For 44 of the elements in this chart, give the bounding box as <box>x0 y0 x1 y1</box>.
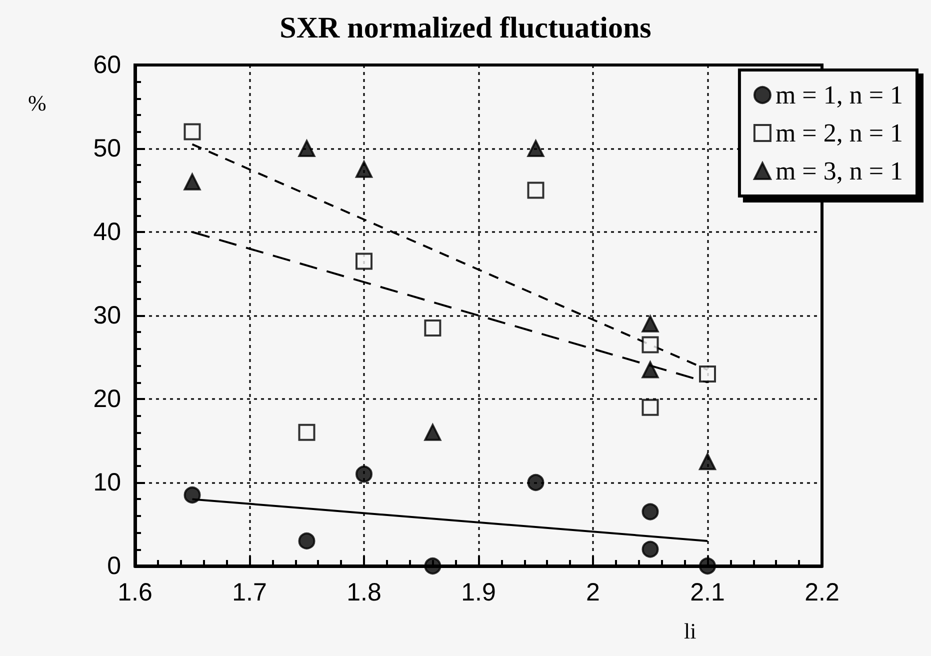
point <box>298 424 316 441</box>
legend-label: m = 2, n = 1 <box>775 118 904 148</box>
point <box>424 424 442 441</box>
x-tick-label: 1.6 <box>118 578 152 606</box>
point <box>699 453 716 470</box>
point <box>356 466 372 483</box>
y-tick-label: 60 <box>93 51 121 79</box>
point <box>642 503 659 520</box>
point <box>527 182 544 199</box>
y-tick-label: 10 <box>93 468 121 496</box>
x-tick-label: 1.9 <box>461 578 496 606</box>
point <box>184 486 201 504</box>
x-tick-label: 1.7 <box>232 578 267 606</box>
point <box>699 558 716 574</box>
point <box>642 540 659 558</box>
point <box>642 315 659 332</box>
point <box>642 398 659 416</box>
y-tick-label: 30 <box>93 302 121 330</box>
y-tick-label: 20 <box>93 385 121 413</box>
point <box>298 140 316 157</box>
point <box>642 361 659 378</box>
x-tick-label: 2.2 <box>804 578 840 606</box>
point <box>642 336 659 354</box>
point <box>424 320 442 337</box>
point <box>356 160 372 178</box>
point <box>424 558 442 574</box>
point <box>356 252 372 270</box>
x-tick-label: 1.8 <box>346 578 382 606</box>
y-axis-title: % <box>28 90 46 116</box>
legend-label: m = 1, n = 1 <box>775 80 904 110</box>
x-tick-label: 2.1 <box>690 578 725 606</box>
y-tick-label: 0 <box>107 552 121 580</box>
y-tick-label: 40 <box>93 218 121 246</box>
point <box>527 474 544 491</box>
point <box>184 173 201 190</box>
point <box>184 123 201 140</box>
point <box>699 365 716 382</box>
x-axis-title: li <box>684 618 696 644</box>
legend-label: m = 3, n = 1 <box>775 156 904 186</box>
point <box>527 140 544 157</box>
chart-title: SXR normalized fluctuations <box>280 12 652 44</box>
x-tick-label: 2 <box>586 578 600 606</box>
y-tick-label: 50 <box>93 134 121 162</box>
point <box>298 532 316 550</box>
